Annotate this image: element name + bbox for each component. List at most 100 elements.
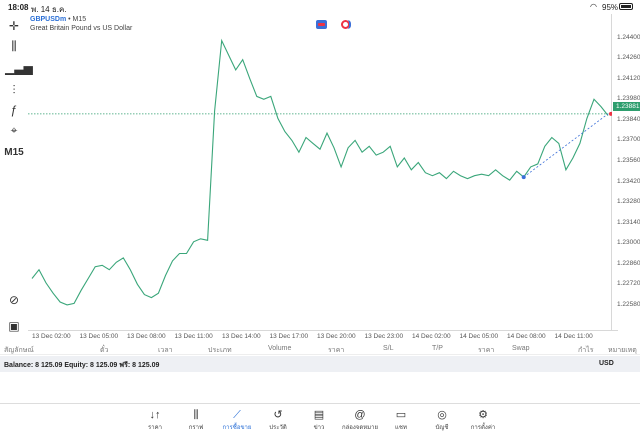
- nav-label: กล่องจดหมาย: [341, 425, 379, 431]
- time-tick-label: 14 Dec 08:00: [507, 333, 546, 340]
- nav-trade[interactable]: ⟋ การซื้อขาย: [217, 408, 257, 432]
- chart-timeframe: M15: [72, 16, 87, 23]
- price-tick-label: 1.22580: [617, 300, 640, 308]
- trend-icon: ⟋: [233, 409, 241, 421]
- symbol-separator: •: [68, 16, 71, 23]
- one-click-trading-icon[interactable]: [316, 20, 327, 29]
- price-tick-label: 1.23420: [617, 177, 640, 185]
- price-tick-label: 1.24260: [617, 54, 640, 62]
- trendline-anchor-start[interactable]: [521, 175, 526, 180]
- nav-settings[interactable]: ⚙ การตั้งค่า: [463, 408, 503, 432]
- price-tick-label: 1.23280: [617, 198, 640, 206]
- column-header[interactable]: S/L: [383, 345, 394, 352]
- nav-mailbox[interactable]: @ กล่องจดหมาย: [340, 408, 380, 432]
- nav-label: บัญชี: [435, 425, 449, 431]
- time-tick-label: 14 Dec 05:00: [459, 333, 499, 340]
- nav-label: ข่าว: [313, 425, 325, 431]
- gear-icon: ⚙: [478, 409, 488, 421]
- wifi-icon: ◠: [590, 2, 597, 11]
- nav-chat[interactable]: ▭ แชท: [381, 408, 421, 432]
- time-tick-label: 13 Dec 20:00: [317, 333, 356, 340]
- nav-quotes[interactable]: ↓↑ ราคา: [135, 408, 175, 432]
- nav-news[interactable]: ▤ ข่าว: [299, 408, 339, 432]
- at-icon: @: [354, 409, 366, 421]
- nav-label: กราฟ: [188, 425, 204, 431]
- symbol-name: GBPUSDm: [30, 16, 67, 23]
- status-date: พ. 14 ธ.ค.: [31, 5, 67, 14]
- nav-chart[interactable]: ⫼ กราฟ: [176, 408, 216, 432]
- balance-currency: USD: [599, 360, 614, 367]
- bars-icon[interactable]: ▁▃▅: [5, 61, 33, 75]
- objects-icon[interactable]: ⌖: [10, 123, 18, 137]
- arrows-updown-icon: ↓↑: [149, 409, 161, 421]
- column-header[interactable]: ราคา: [328, 347, 345, 354]
- nav-label: การซื้อขาย: [222, 425, 252, 431]
- time-tick-label: 13 Dec 05:00: [79, 333, 119, 340]
- chart-toolbar: ✛ ⫼ ▁▃▅ ⫶ ƒ ⌖ M15 ⊘ ▣: [0, 14, 33, 344]
- price-tick-label: 1.23000: [617, 239, 640, 247]
- time-tick-label: 13 Dec 11:00: [174, 333, 213, 340]
- signal-icon[interactable]: [341, 20, 351, 29]
- nav-label: ราคา: [148, 425, 162, 431]
- time-tick-label: 13 Dec 14:00: [222, 333, 261, 340]
- crosshair-icon[interactable]: ✛: [8, 19, 20, 33]
- time-tick-label: 14 Dec 11:00: [554, 333, 593, 340]
- time-tick-label: 13 Dec 02:00: [32, 333, 71, 340]
- column-header[interactable]: เวลา: [158, 347, 173, 354]
- time-tick-label: 13 Dec 08:00: [127, 333, 166, 340]
- price-tick-label: 1.22860: [617, 259, 640, 267]
- column-header[interactable]: ประเภท: [208, 347, 232, 354]
- current-price-tag: 1.23881: [613, 102, 640, 111]
- chart-type-icon[interactable]: ⫼: [11, 39, 17, 53]
- battery-icon: [619, 3, 633, 10]
- nav-label: ประวัติ: [269, 425, 287, 431]
- price-tick-label: 1.23700: [617, 136, 640, 144]
- time-tick-label: 14 Dec 02:00: [412, 333, 451, 340]
- balance-text: Balance: 8 125.09 Equity: 8 125.09 ฟรี: …: [4, 362, 160, 369]
- chat-icon: ▭: [395, 409, 407, 421]
- column-header[interactable]: T/P: [432, 345, 443, 352]
- candles-icon: ⫼: [193, 409, 199, 421]
- price-tick-label: 1.23840: [617, 115, 640, 123]
- price-tick-label: 1.24400: [617, 33, 640, 41]
- trendline[interactable]: [523, 113, 609, 178]
- price-tick-label: 1.22720: [617, 280, 640, 288]
- column-header[interactable]: ตั๋ว: [100, 347, 109, 354]
- nav-history[interactable]: ↺ ประวัติ: [258, 408, 298, 432]
- price-axis: 1.24400 1.24260 1.24120 1.23980 1.23840 1.237…: [613, 14, 640, 332]
- news-icon: ▤: [313, 409, 325, 421]
- nav-account[interactable]: ◎ บัญชี: [422, 408, 462, 432]
- price-series-line: [31, 38, 609, 306]
- indicators-icon[interactable]: ⫶: [12, 83, 16, 97]
- trendline-anchor-end[interactable]: [609, 111, 613, 116]
- status-time: 18:08: [8, 3, 29, 12]
- price-tick-label: 1.23980: [617, 95, 640, 103]
- nav-label: การตั้งค่า: [470, 425, 496, 431]
- chart-area[interactable]: [28, 14, 613, 330]
- chart-header: GBPUSDm • M15 Great Britain Pound vs US …: [30, 15, 132, 33]
- column-header[interactable]: Swap: [512, 345, 530, 352]
- price-tick-label: 1.23560: [617, 156, 640, 164]
- column-header[interactable]: หมายเหตุ: [608, 347, 637, 354]
- timeframe-button[interactable]: M15: [4, 147, 24, 158]
- column-header[interactable]: Volume: [268, 345, 292, 352]
- one-click-icon[interactable]: ▣: [8, 319, 20, 333]
- time-tick-label: 13 Dec 23:00: [364, 333, 404, 340]
- symbol-description: Great Britain Pound vs US Dollar: [30, 25, 133, 32]
- price-tick-label: 1.24120: [617, 74, 640, 82]
- battery-percent: 95%: [602, 3, 619, 12]
- balance-bar: Balance: 8 125.09 Equity: 8 125.09 ฟรี: …: [0, 356, 640, 372]
- history-icon: ↺: [273, 409, 283, 421]
- column-header[interactable]: ราคา: [478, 347, 495, 354]
- bottom-navigation: ↓↑ ราคา ⫼ กราฟ ⟋ การซื้อขาย ↺ ประวัติ ▤ ข่าว @ กล่อ…: [0, 403, 640, 447]
- status-bar: 18:08 พ. 14 ธ.ค. ◠ 95%: [0, 0, 640, 14]
- time-axis: 13 Dec 02:00 13 Dec 05:00 13 Dec 08:00 13 D…: [28, 330, 618, 340]
- function-icon[interactable]: ƒ: [10, 103, 18, 117]
- column-header[interactable]: กำไร: [578, 347, 594, 354]
- trade-table-header: สัญลักษณ์ ตั๋ว เวลา ประเภท Volume ราคา S/L T/P ร…: [0, 342, 640, 355]
- price-chart: [28, 38, 613, 306]
- zoom-icon[interactable]: ⊘: [8, 293, 20, 307]
- time-tick-label: 13 Dec 17:00: [269, 333, 309, 340]
- nav-label: แชท: [395, 425, 407, 431]
- column-header[interactable]: สัญลักษณ์: [4, 347, 34, 354]
